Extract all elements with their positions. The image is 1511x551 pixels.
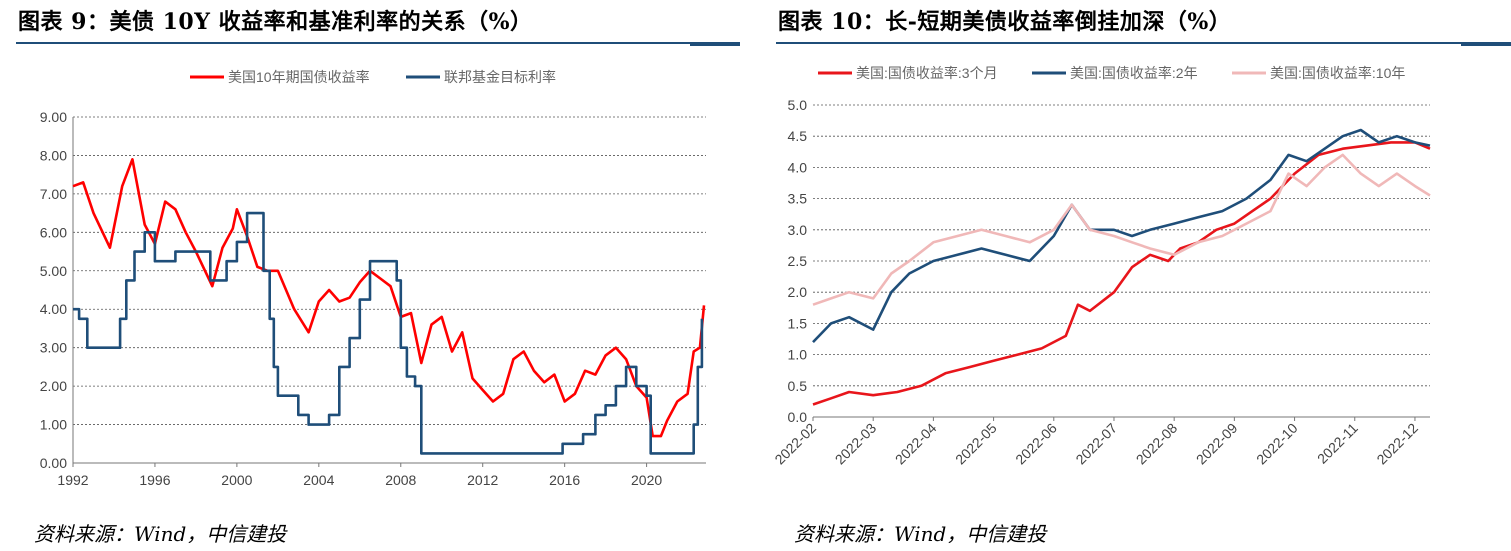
x-tick-label: 2008	[385, 472, 416, 488]
legend-label: 美国:国债收益率:10年	[1270, 65, 1405, 81]
figure-9-source: 资料来源：Wind，中信建投	[34, 522, 287, 546]
y-tick-label: 8.00	[40, 147, 67, 163]
series-line	[812, 153, 1431, 306]
figure-9-panel: 图表 9：美债 10Y 收益率和基准利率的关系（%） 9.00 8.00 7.00 6…	[0, 0, 740, 551]
y-tick-label: 3.00	[40, 340, 67, 356]
series-line	[812, 141, 1431, 406]
x-tick-label: 2016	[549, 472, 580, 488]
x-tick-label: 2022-02	[771, 420, 819, 468]
y-tick-label: 2.5	[788, 253, 808, 269]
y-tick-label: 1.0	[788, 347, 808, 363]
series-line	[812, 128, 1431, 344]
y-tick-label: 6.00	[40, 224, 67, 240]
y-tick-label: 1.5	[788, 315, 808, 331]
y-tick-label: 5.00	[40, 263, 67, 279]
x-tick-label: 2022-04	[892, 420, 940, 468]
y-tick-label: 0.5	[788, 378, 808, 394]
legend-label: 美国:国债收益率:3个月	[856, 65, 998, 81]
legend-label: 美国:国债收益率:2年	[1070, 65, 1198, 81]
figure-10-panel: 图表 10：长-短期美债收益率倒挂加深（%） 5.0 4.5 4.0 3.5 3.0 2.…	[760, 0, 1511, 551]
y-tick-label: 5.0	[788, 97, 808, 113]
y-tick-label: 4.0	[788, 159, 808, 175]
y-tick-label: 1.00	[40, 417, 67, 433]
x-tick-label: 2020	[631, 472, 662, 488]
x-tick-label: 1992	[57, 472, 88, 488]
x-tick-label: 2000	[221, 472, 252, 488]
figure-10-title-rule	[776, 42, 1505, 44]
figure-10-title-rule-accent	[1461, 42, 1511, 46]
x-tick-label: 2022-08	[1133, 420, 1181, 468]
y-tick-label: 2.0	[788, 284, 808, 300]
x-tick-label: 2022-05	[952, 420, 1000, 468]
y-tick-label: 0.0	[788, 409, 808, 425]
y-tick-label: 7.00	[40, 186, 67, 202]
y-tick-label: 0.00	[40, 455, 67, 471]
y-tick-label: 9.00	[40, 109, 67, 125]
x-tick-label: 2022-07	[1072, 420, 1120, 468]
x-tick-label: 2022-06	[1012, 420, 1060, 468]
x-tick-label: 1996	[139, 472, 170, 488]
series-line	[73, 211, 704, 455]
figure-9-chart: 9.00 8.00 7.00 6.00 5.00 4.00 3.00 2.00 1.00 0.00…	[40, 69, 706, 488]
figure-9-title: 图表 9：美债 10Y 收益率和基准利率的关系（%）	[18, 9, 533, 35]
y-tick-label: 3.0	[788, 222, 808, 238]
legend-label: 美国10年期国债收益率	[228, 69, 370, 85]
legend-label: 联邦基金目标利率	[444, 69, 556, 85]
y-tick-label: 2.00	[40, 378, 67, 394]
x-tick-label: 2022-12	[1373, 420, 1421, 468]
x-tick-label: 2004	[303, 472, 334, 488]
y-tick-label: 4.5	[788, 128, 808, 144]
figure-10-title: 图表 10：长-短期美债收益率倒挂加深（%）	[778, 9, 1232, 35]
x-tick-label: 2022-09	[1193, 420, 1241, 468]
figure-9-title-rule	[16, 42, 734, 44]
figure-9-title-rule-accent	[690, 42, 740, 46]
figure-10-chart: 5.0 4.5 4.0 3.5 3.0 2.5 2.0 1.5 1.0 0.5 0.02022-02…	[771, 65, 1431, 468]
x-tick-label: 2022-03	[832, 420, 880, 468]
x-tick-label: 2022-10	[1253, 420, 1301, 468]
y-tick-label: 3.5	[788, 191, 808, 207]
series-line	[72, 158, 706, 438]
figure-10-source: 资料来源：Wind，中信建投	[794, 522, 1047, 546]
y-tick-label: 4.00	[40, 301, 67, 317]
x-tick-label: 2012	[467, 472, 498, 488]
x-tick-label: 2022-11	[1314, 420, 1361, 467]
